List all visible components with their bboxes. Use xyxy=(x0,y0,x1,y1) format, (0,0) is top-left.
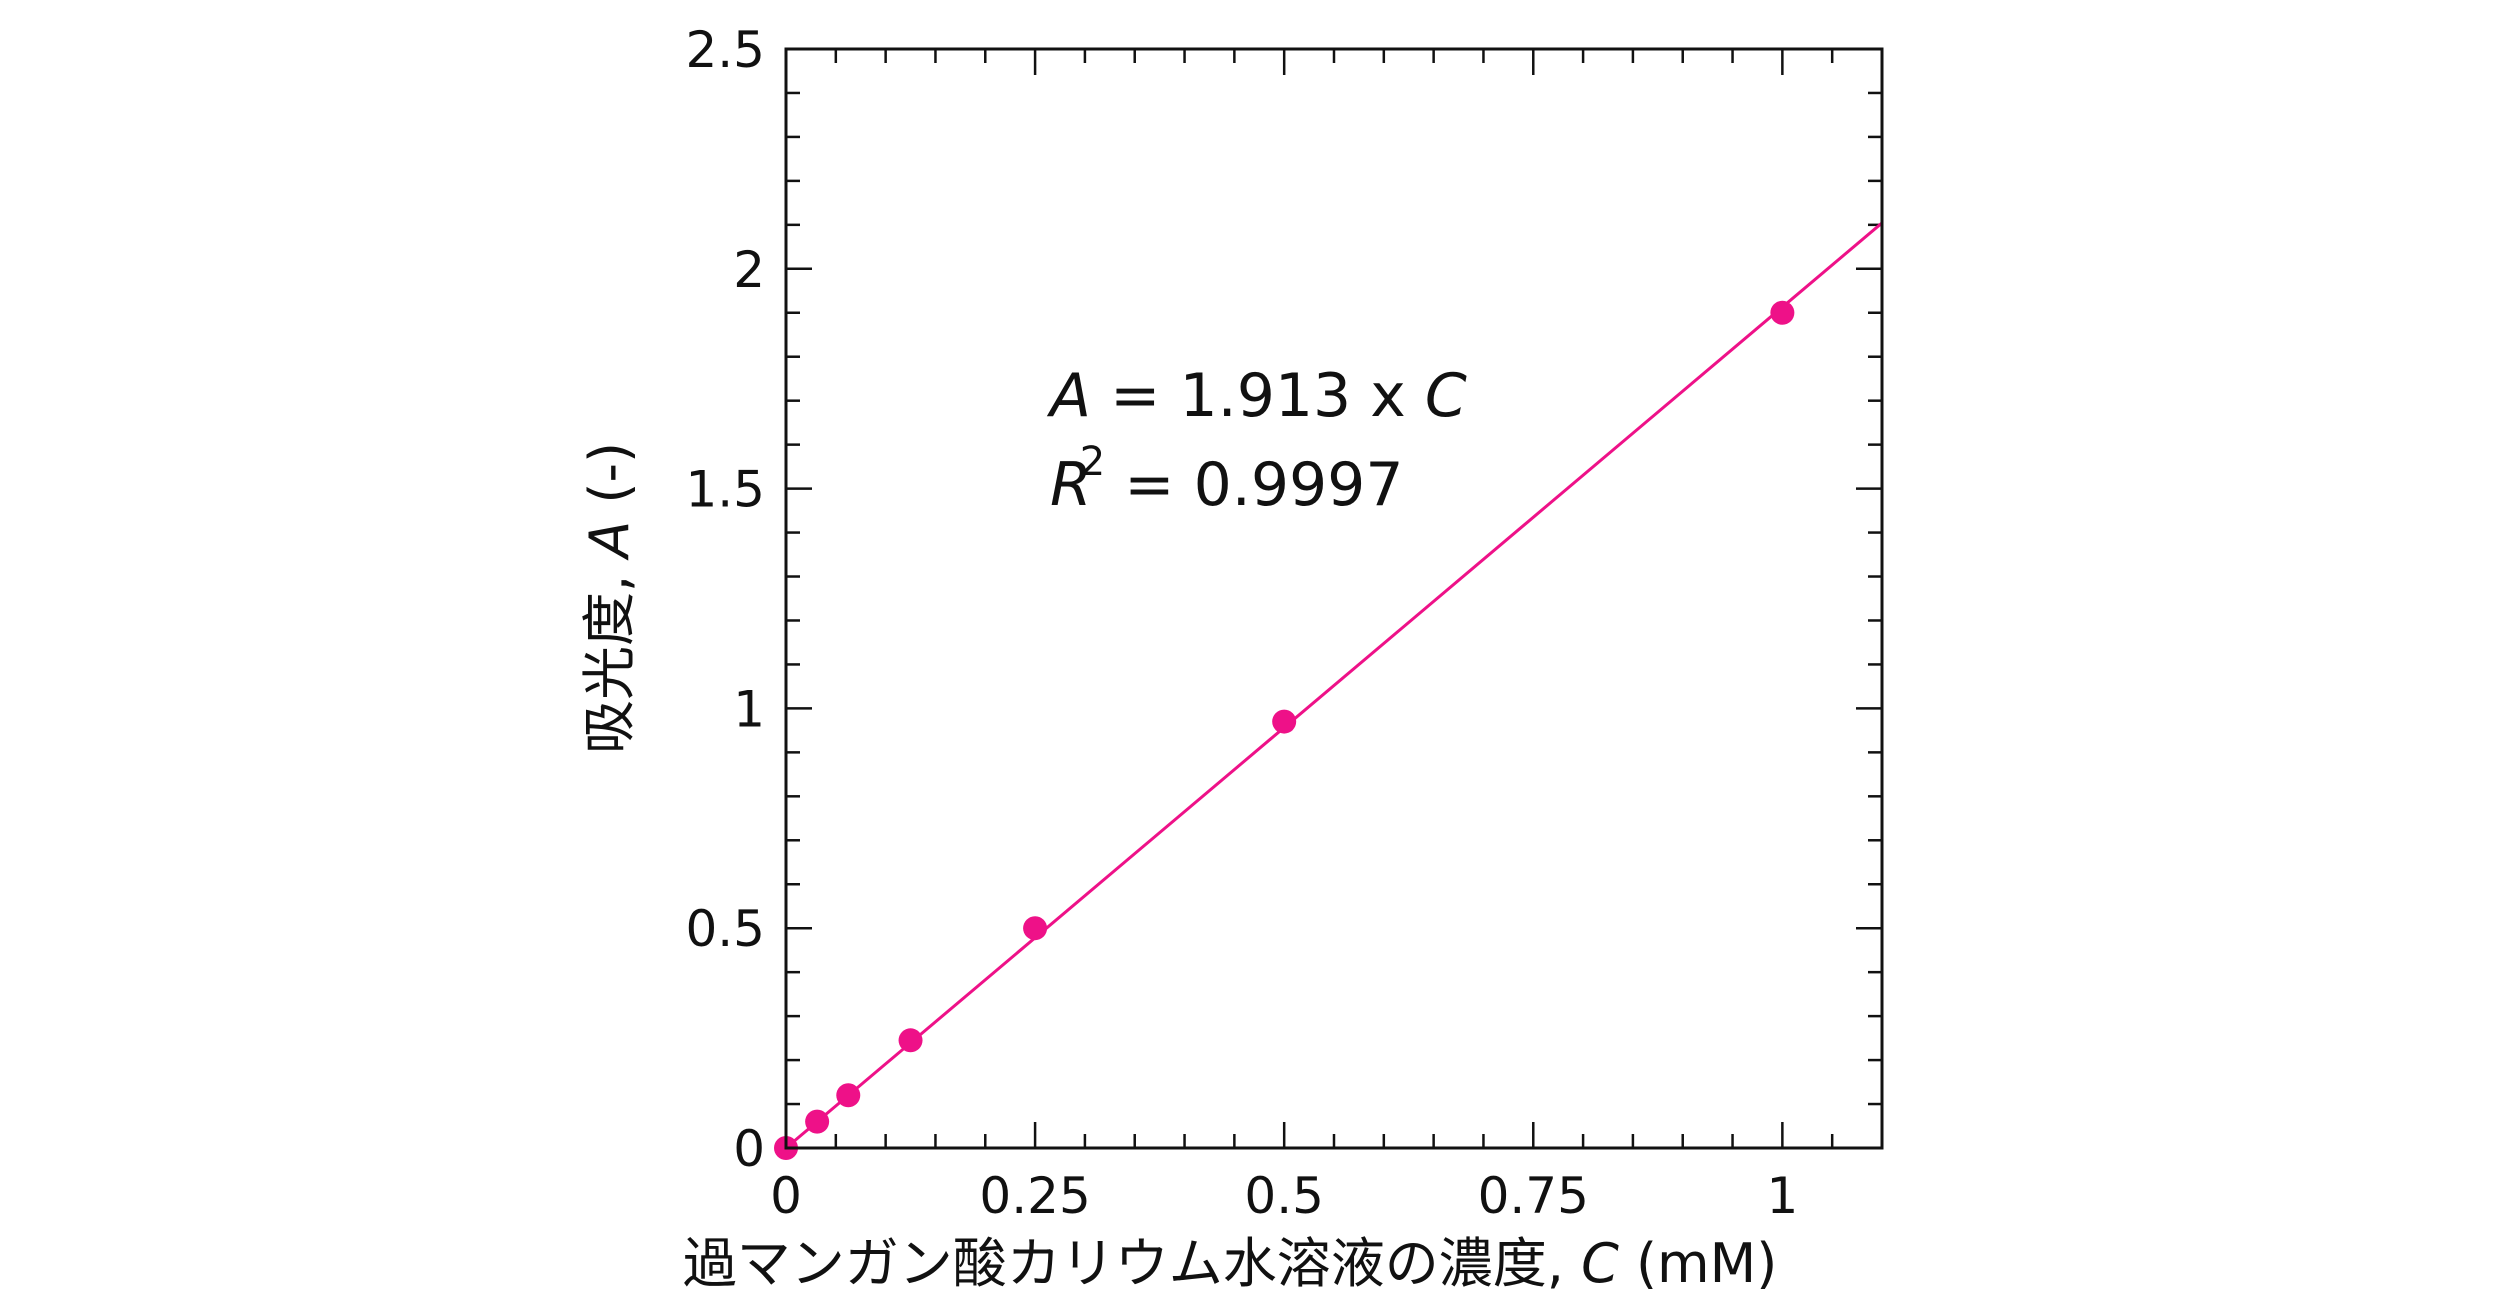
r2-annotation: R2 = 0.9997 xyxy=(1050,439,1404,520)
data-point xyxy=(1770,300,1795,325)
x-tick-label: 0.5 xyxy=(1244,1167,1324,1225)
data-point xyxy=(836,1083,861,1108)
x-tick-label: 0 xyxy=(770,1167,802,1225)
y-tick-label: 1.5 xyxy=(685,461,765,519)
x-tick-label: 1 xyxy=(1766,1167,1798,1225)
plot-frame xyxy=(784,47,1884,1150)
equation-annotation: A = 1.913 x C xyxy=(1046,361,1467,431)
y-axis-title: 吸光度, A (-) xyxy=(578,442,641,754)
fit-line xyxy=(785,221,1883,1150)
y-tick-label: 2 xyxy=(733,241,765,299)
data-point xyxy=(1272,709,1297,734)
x-tick-label: 0.25 xyxy=(979,1167,1090,1225)
y-tick-label: 1 xyxy=(733,680,765,738)
data-point xyxy=(805,1109,830,1134)
data-points xyxy=(774,300,1795,1160)
x-tick-label: 0.75 xyxy=(1478,1167,1589,1225)
data-point xyxy=(1023,916,1048,941)
data-point xyxy=(898,1028,923,1053)
tick-labels: 0 0.25 0.5 0.75 1 0 0.5 1 1.5 2 2.5 xyxy=(685,21,1798,1225)
y-tick-label: 2.5 xyxy=(685,21,765,79)
y-tick-label: 0.5 xyxy=(685,900,765,958)
x-axis-title: 過マンガン酸カリウム水溶液の濃度, C (mM) xyxy=(683,1232,1778,1295)
y-tick-label: 0 xyxy=(733,1120,765,1178)
axis-ticks xyxy=(784,47,1884,1150)
